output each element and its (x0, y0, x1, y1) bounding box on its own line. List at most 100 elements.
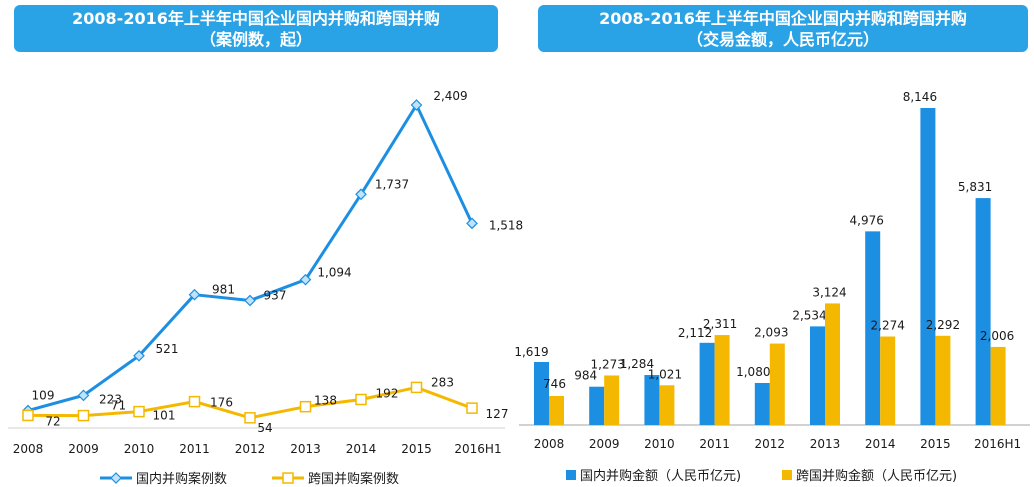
right-bar-chart: 2008 2009 2010 2011 2012 2013 2014 2015 2016H1 1,… (514, 90, 1030, 484)
legend-cross-border-cases-label: 跨国并购案例数 (308, 471, 399, 487)
right-chart-title-box: 2008-2016年上半年中国企业国内并购和跨国并购 （交易金额，人民币亿元） (538, 5, 1028, 52)
domestic-amount-bar (975, 198, 991, 425)
domestic-cases-value-label: 1,737 (375, 177, 409, 191)
legend-domestic-cases-marker (110, 472, 122, 484)
domestic-cases-value-label: 1,518 (489, 218, 523, 232)
cross-border-amount-value-label: 1,021 (648, 367, 682, 381)
domestic-cases-line (27, 103, 474, 412)
cross-border-amount-bar (604, 375, 620, 425)
cross-border-cases-marker (355, 393, 367, 406)
cross-border-amount-bar (825, 303, 840, 425)
left-line-chart: 2008 2009 2010 2011 2012 2013 2014 2015 2016H1 10… (8, 89, 523, 487)
right-chart-title: 2008-2016年上半年中国企业国内并购和跨国并购 (599, 9, 967, 28)
cross-border-amount-bar (549, 395, 564, 425)
right-x-tick-label: 2011 (699, 437, 730, 451)
cross-border-cases-value-label: 71 (111, 399, 126, 413)
cross-border-cases-value-label: 72 (45, 414, 60, 428)
domestic-amount-bar (810, 326, 825, 425)
domestic-cases-value-label: 1,094 (317, 266, 351, 280)
domestic-cases-marker (244, 294, 256, 307)
cross-border-amount-value-label: 1,273 (591, 357, 625, 371)
domestic-cases-value-label: 521 (156, 342, 179, 356)
domestic-amount-value-label: 1,619 (514, 345, 548, 359)
domestic-amount-value-label: 984 (574, 369, 597, 383)
cross-border-amount-bar (935, 335, 951, 425)
right-chart-subtitle: （交易金额，人民币亿元） (686, 30, 879, 49)
domestic-cases-marker (410, 99, 423, 111)
domestic-amount-bar (534, 361, 549, 425)
right-x-tick-label: 2008 (534, 437, 565, 451)
domestic-cases-value-label: 109 (32, 389, 55, 403)
domestic-cases-marker (355, 188, 367, 201)
left-x-tick-label: 2015 (401, 442, 432, 456)
legend-cross-border-amount-label: 跨国并购金额（人民币亿元) (796, 468, 957, 484)
cross-border-amount-value-label: 2,292 (926, 318, 960, 332)
domestic-amount-bar (920, 108, 936, 425)
right-x-tick-label: 2012 (755, 437, 786, 451)
left-x-tick-label: 2013 (290, 442, 321, 456)
cross-border-cases-value-label: 192 (376, 386, 399, 400)
domestic-amount-value-label: 5,831 (958, 180, 992, 194)
cross-border-cases-value-label: 101 (153, 409, 176, 423)
cross-border-cases-marker (299, 400, 312, 413)
cross-border-cases-marker (22, 409, 34, 422)
right-x-tick-label: 2016H1 (974, 437, 1021, 451)
cross-border-amount-bar (769, 343, 785, 425)
cross-border-cases-value-label: 54 (257, 421, 272, 435)
domestic-cases-value-label: 981 (212, 283, 235, 297)
legend-cross-border-cases-marker (282, 472, 294, 484)
left-chart-subtitle: （案例数，起） (199, 30, 312, 49)
domestic-amount-bar (589, 386, 605, 425)
left-x-tick-label: 2009 (68, 442, 99, 456)
domestic-amount-bar (865, 231, 881, 425)
legend-domestic-cases-label: 国内并购案例数 (136, 471, 227, 487)
cross-border-cases-marker (244, 412, 256, 424)
cross-border-cases-value-label: 283 (431, 375, 454, 389)
cross-border-amount-bar (659, 385, 675, 425)
right-x-tick-label: 2013 (810, 437, 841, 451)
right-x-tick-label: 2014 (865, 437, 896, 451)
domestic-amount-value-label: 2,112 (678, 326, 712, 340)
domestic-amount-value-label: 8,146 (903, 90, 937, 104)
right-x-tick-label: 2010 (644, 437, 675, 451)
cross-border-cases-value-label: 176 (210, 396, 233, 410)
domestic-amount-bar (754, 382, 770, 425)
cross-border-amount-value-label: 746 (543, 377, 566, 391)
domestic-amount-value-label: 1,284 (620, 357, 654, 371)
cross-border-cases-value-label: 127 (486, 407, 509, 421)
cross-border-cases-marker (77, 409, 90, 422)
cross-border-cases-marker (133, 405, 145, 418)
cross-border-cases-marker (466, 402, 478, 414)
left-chart-title-box: 2008-2016年上半年中国企业国内并购和跨国并购 （案例数，起） (14, 5, 498, 52)
left-chart-title: 2008-2016年上半年中国企业国内并购和跨国并购 (72, 9, 440, 28)
domestic-amount-value-label: 1,080 (736, 365, 770, 379)
left-x-tick-label: 2010 (124, 442, 155, 456)
left-x-tick-label: 2014 (346, 442, 377, 456)
left-x-tick-label: 2008 (13, 442, 44, 456)
cross-border-cases-marker (188, 395, 201, 408)
domestic-cases-marker (77, 389, 90, 402)
domestic-cases-marker (466, 217, 478, 230)
domestic-cases-marker (299, 273, 312, 286)
left-x-tick-label: 2012 (235, 442, 266, 456)
right-x-tick-label: 2015 (920, 437, 951, 451)
legend-cross-border-amount-swatch (782, 470, 792, 480)
cross-border-amount-value-label: 2,093 (754, 326, 788, 340)
left-x-tick-label: 2016H1 (454, 442, 501, 456)
domestic-amount-bar (644, 375, 660, 425)
domestic-cases-value-label: 223 (99, 392, 122, 406)
domestic-cases-marker (188, 288, 201, 301)
legend-domestic-amount-label: 国内并购金额（人民币亿元) (580, 468, 741, 484)
cross-border-amount-value-label: 2,311 (703, 317, 737, 331)
cross-border-cases-marker (410, 381, 423, 394)
right-x-tick-label: 2009 (589, 437, 620, 451)
domestic-amount-value-label: 2,534 (792, 308, 826, 322)
cross-border-cases-value-label: 138 (314, 394, 337, 408)
left-x-tick-label: 2011 (179, 442, 210, 456)
domestic-cases-value-label: 2,409 (433, 89, 467, 103)
domestic-amount-bar (699, 342, 715, 425)
cross-border-amount-value-label: 3,124 (812, 285, 846, 299)
domestic-cases-value-label: 937 (264, 289, 287, 303)
cross-border-amount-value-label: 2,006 (980, 329, 1014, 343)
